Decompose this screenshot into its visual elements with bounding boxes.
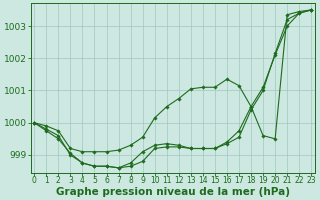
X-axis label: Graphe pression niveau de la mer (hPa): Graphe pression niveau de la mer (hPa) [56, 187, 290, 197]
